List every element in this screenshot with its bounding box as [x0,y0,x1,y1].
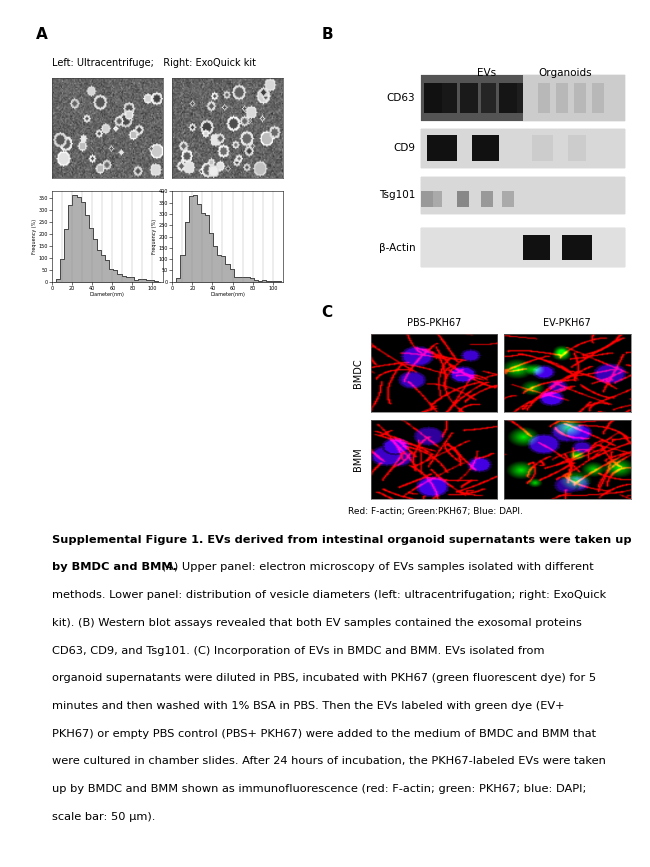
Bar [424,83,442,114]
Bar [562,235,592,260]
Y-axis label: Frequency (%): Frequency (%) [32,218,37,254]
Bar [517,83,532,114]
Bar [421,75,625,121]
Bar [421,177,625,213]
Text: methods. Lower panel: distribution of vesicle diameters (left: ultracentrifugati: methods. Lower panel: distribution of ve… [52,590,606,600]
Bar [574,83,586,114]
Bar [421,75,523,121]
Text: B: B [322,27,333,42]
Bar [592,83,604,114]
Text: organoid supernatants were diluted in PBS, incubated with PKH67 (green fluoresce: organoid supernatants were diluted in PB… [52,674,596,683]
Text: BMDC: BMDC [353,358,363,388]
Bar [523,75,625,121]
Text: Left: Ultracentrifuge;   Right: ExoQuick kit: Left: Ultracentrifuge; Right: ExoQuick k… [52,58,256,68]
Text: Tsg101: Tsg101 [379,191,415,200]
Bar [499,83,517,114]
Bar [523,235,550,260]
Text: Red: F-actin; Green:PKH67; Blue: DAPI.: Red: F-actin; Green:PKH67; Blue: DAPI. [348,507,523,516]
Bar [460,83,478,114]
Bar [421,177,625,213]
Bar [421,228,625,267]
Text: CD63: CD63 [387,94,415,103]
Text: CD63, CD9, and Tsg101. (C) Incorporation of EVs in BMDC and BMM. EVs isolated fr: CD63, CD9, and Tsg101. (C) Incorporation… [52,646,545,655]
Bar [427,135,457,160]
Bar [421,228,625,267]
X-axis label: Diameter(nm): Diameter(nm) [210,292,245,297]
Text: Supplemental Figure 1. EVs derived from intestinal organoid supernatants were ta: Supplemental Figure 1. EVs derived from … [52,535,632,544]
Text: (A) Upper panel: electron microscopy of EVs samples isolated with different: (A) Upper panel: electron microscopy of … [159,563,594,572]
Bar [481,83,496,114]
Bar [567,135,586,160]
Text: A: A [36,27,47,42]
Text: PKH67) or empty PBS control (PBS+ PKH67) were added to the medium of BMDC and BM: PKH67) or empty PBS control (PBS+ PKH67)… [52,729,596,739]
Text: EVs: EVs [477,68,497,78]
Text: by BMDC and BMM.: by BMDC and BMM. [52,563,177,572]
Bar [433,191,442,207]
Bar [481,191,493,207]
Y-axis label: Frequency (%): Frequency (%) [152,218,157,254]
Text: PBS-PKH67: PBS-PKH67 [407,318,461,328]
Text: were cultured in chamber slides. After 24 hours of incubation, the PKH67-labeled: were cultured in chamber slides. After 2… [52,757,606,766]
Bar [532,135,552,160]
Bar [502,191,514,207]
Bar [472,135,499,160]
X-axis label: Diameter(nm): Diameter(nm) [90,292,125,297]
Text: CD9: CD9 [393,143,415,153]
Text: kit). (B) Western blot assays revealed that both EV samples contained the exosom: kit). (B) Western blot assays revealed t… [52,618,582,628]
Bar [538,83,550,114]
Text: scale bar: 50 μm).: scale bar: 50 μm). [52,812,155,822]
Text: minutes and then washed with 1% BSA in PBS. Then the EVs labeled with green dye : minutes and then washed with 1% BSA in P… [52,701,564,711]
Bar [421,191,433,207]
Text: up by BMDC and BMM shown as immunofluorescence (red: F-actin; green: PKH67; blue: up by BMDC and BMM shown as immunofluore… [52,785,586,794]
Text: BMM: BMM [353,447,363,472]
Bar [556,83,567,114]
Bar [421,128,625,167]
Bar [421,128,625,167]
Text: C: C [322,304,333,320]
Text: EV-PKH67: EV-PKH67 [543,318,591,328]
Text: β-Actin: β-Actin [378,243,415,252]
Text: Organoids: Organoids [538,68,592,78]
Bar [457,191,469,207]
Bar [442,83,457,114]
